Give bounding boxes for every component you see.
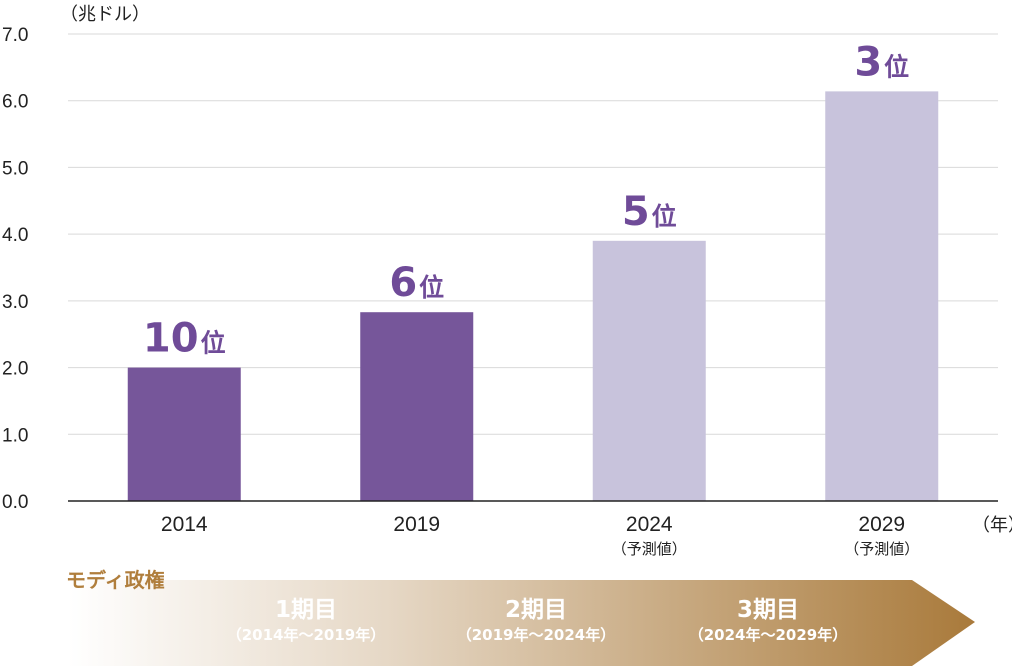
bar-2024 bbox=[592, 240, 706, 502]
y-tick-label: 0.0 bbox=[2, 492, 28, 513]
y-tick-label: 3.0 bbox=[2, 292, 28, 313]
x-tick-note-2024: （予測値） bbox=[612, 540, 687, 558]
term-2-name: 2期目 bbox=[505, 597, 567, 623]
x-tick-label-2024: 2024 bbox=[626, 513, 673, 536]
rank-suffix: 位 bbox=[884, 52, 909, 81]
x-axis-unit: （年） bbox=[972, 515, 1012, 536]
y-tick-label: 2.0 bbox=[2, 359, 28, 380]
term-1-name: 1期目 bbox=[275, 597, 337, 623]
bar-2019 bbox=[360, 312, 474, 501]
y-tick-label: 1.0 bbox=[2, 425, 28, 446]
x-tick-note-2029: （予測値） bbox=[844, 540, 919, 558]
rank-number: 6 bbox=[389, 260, 417, 306]
rank-label-2019: 6位 bbox=[389, 260, 444, 306]
timeline-arrow bbox=[68, 580, 975, 666]
y-tick-label: 6.0 bbox=[2, 92, 28, 113]
rank-suffix: 位 bbox=[419, 273, 444, 302]
rank-number: 5 bbox=[622, 189, 650, 235]
y-tick-label: 7.0 bbox=[2, 25, 28, 46]
x-tick-label-2014: 2014 bbox=[161, 513, 208, 536]
term-2-range: （2019年〜2024年） bbox=[457, 626, 616, 644]
term-3-range: （2024年〜2029年） bbox=[689, 626, 848, 644]
bar-2029 bbox=[825, 91, 939, 502]
x-axis-labels: 2014 2019 2024 （予測値） 2029 （予測値） bbox=[161, 513, 919, 558]
x-tick-label-2019: 2019 bbox=[393, 513, 440, 536]
y-tick-label: 4.0 bbox=[2, 225, 28, 246]
rank-number: 3 bbox=[854, 39, 882, 85]
rank-label-2029: 3位 bbox=[854, 39, 909, 85]
bar-2014 bbox=[127, 367, 241, 501]
term-1-range: （2014年〜2019年） bbox=[227, 626, 386, 644]
rank-suffix: 位 bbox=[652, 202, 677, 231]
rank-label-2024: 5位 bbox=[622, 189, 677, 235]
rank-label-2014: 10位 bbox=[143, 316, 226, 362]
y-axis-ticks: 0.0 1.0 2.0 3.0 4.0 5.0 6.0 7.0 bbox=[2, 25, 28, 513]
rank-suffix: 位 bbox=[201, 329, 226, 358]
y-axis-unit: （兆ドル） bbox=[60, 4, 150, 25]
y-tick-label: 5.0 bbox=[2, 158, 28, 179]
x-tick-label-2029: 2029 bbox=[858, 513, 905, 536]
term-3-name: 3期目 bbox=[737, 597, 799, 623]
rank-number: 10 bbox=[143, 316, 199, 362]
timeline: モディ政権 1期目 （2014年〜2019年） 2期目 （2019年〜2024年… bbox=[66, 568, 975, 666]
timeline-label: モディ政権 bbox=[66, 568, 165, 592]
